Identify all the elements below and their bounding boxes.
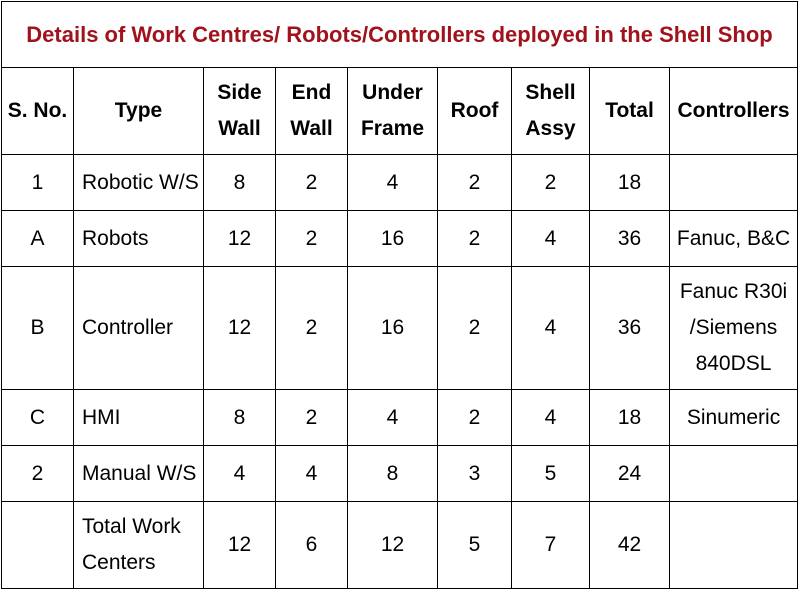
cell-controllers [668,154,799,211]
cell-type: Manual W/S [73,445,204,502]
cell-side-wall: 12 [203,210,276,267]
cell-total: 18 [589,389,670,446]
header-under-frame: Under Frame [347,67,438,155]
cell-under-frame: 4 [347,154,438,211]
cell-type: Controller [73,266,204,390]
cell-end-wall: 2 [275,210,348,267]
header-side-wall: Side Wall [203,67,276,155]
table-row: 2 Manual W/S 4 4 8 3 5 24 [1,445,799,502]
header-controllers: Controllers [668,67,799,155]
table-title: Details of Work Centres/ Robots/Controll… [0,1,799,68]
header-sno: S. No. [1,67,74,155]
cell-controllers: Fanuc R30i /Siemens 840DSL [668,266,799,390]
cell-roof: 3 [437,445,512,502]
cell-roof: 2 [437,154,512,211]
cell-type: Robots [73,210,204,267]
cell-end-wall: 4 [275,445,348,502]
cell-sno: 2 [1,445,74,502]
table-row: Total Work Centers 12 6 12 5 7 42 [1,501,799,589]
cell-shell-assy: 5 [511,445,590,502]
cell-roof: 2 [437,210,512,267]
cell-shell-assy: 2 [511,154,590,211]
header-type: Type [73,67,204,155]
cell-controllers: Sinumeric [668,389,799,446]
title-row: Details of Work Centres/ Robots/Controll… [0,1,799,68]
cell-end-wall: 2 [275,154,348,211]
table-row: 1 Robotic W/S 8 2 4 2 2 18 [1,154,799,211]
cell-shell-assy: 4 [511,266,590,390]
cell-end-wall: 6 [275,501,348,589]
cell-controllers: Fanuc, B&C [668,210,799,267]
cell-total: 24 [589,445,670,502]
cell-end-wall: 2 [275,266,348,390]
header-shell-assy: Shell Assy [511,67,590,155]
cell-under-frame: 4 [347,389,438,446]
table-row: B Controller 12 2 16 2 4 36 Fanuc R30i /… [1,266,799,390]
cell-roof: 2 [437,389,512,446]
cell-side-wall: 8 [203,154,276,211]
cell-total: 42 [589,501,670,589]
cell-side-wall: 12 [203,501,276,589]
cell-end-wall: 2 [275,389,348,446]
cell-type: Robotic W/S [73,154,204,211]
cell-under-frame: 8 [347,445,438,502]
header-row: S. No. Type Side Wall End Wall Under Fra… [1,67,799,155]
header-roof: Roof [437,67,512,155]
cell-shell-assy: 4 [511,389,590,446]
header-total: Total [589,67,670,155]
table-row: A Robots 12 2 16 2 4 36 Fanuc, B&C [1,210,799,267]
cell-controllers [668,501,799,589]
cell-sno [1,501,74,589]
cell-shell-assy: 4 [511,210,590,267]
cell-under-frame: 16 [347,210,438,267]
cell-sno: B [1,266,74,390]
cell-roof: 5 [437,501,512,589]
cell-total: 18 [589,154,670,211]
cell-sno: C [1,389,74,446]
cell-roof: 2 [437,266,512,390]
cell-type: HMI [73,389,204,446]
cell-total: 36 [589,210,670,267]
header-end-wall: End Wall [275,67,348,155]
cell-under-frame: 16 [347,266,438,390]
cell-shell-assy: 7 [511,501,590,589]
cell-side-wall: 4 [203,445,276,502]
cell-controllers [668,445,799,502]
table-row: C HMI 8 2 4 2 4 18 Sinumeric [1,389,799,446]
cell-sno: 1 [1,154,74,211]
cell-type: Total Work Centers [73,501,204,589]
cell-side-wall: 12 [203,266,276,390]
cell-total: 36 [589,266,670,390]
cell-side-wall: 8 [203,389,276,446]
cell-under-frame: 12 [347,501,438,589]
cell-sno: A [1,210,74,267]
work-centres-table: Details of Work Centres/ Robots/Controll… [0,1,799,589]
